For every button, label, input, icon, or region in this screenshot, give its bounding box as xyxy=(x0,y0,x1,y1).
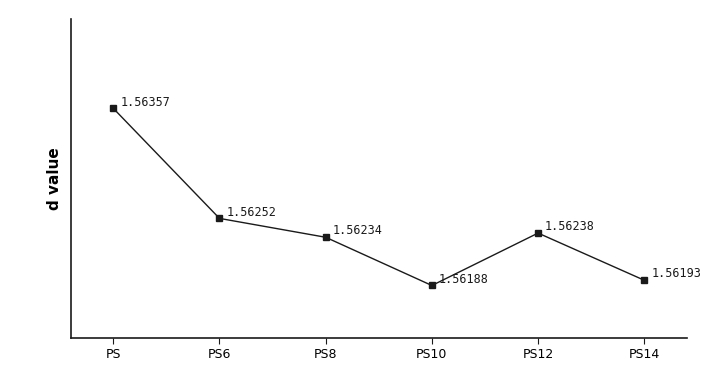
Text: 1.56188: 1.56188 xyxy=(439,273,489,286)
Text: 1.56252: 1.56252 xyxy=(227,205,276,218)
Text: 1.56193: 1.56193 xyxy=(651,268,701,280)
Text: 1.56238: 1.56238 xyxy=(545,220,595,233)
Text: 1.56234: 1.56234 xyxy=(333,225,382,237)
Text: 1.56357: 1.56357 xyxy=(120,96,170,109)
Y-axis label: d value: d value xyxy=(47,147,62,210)
